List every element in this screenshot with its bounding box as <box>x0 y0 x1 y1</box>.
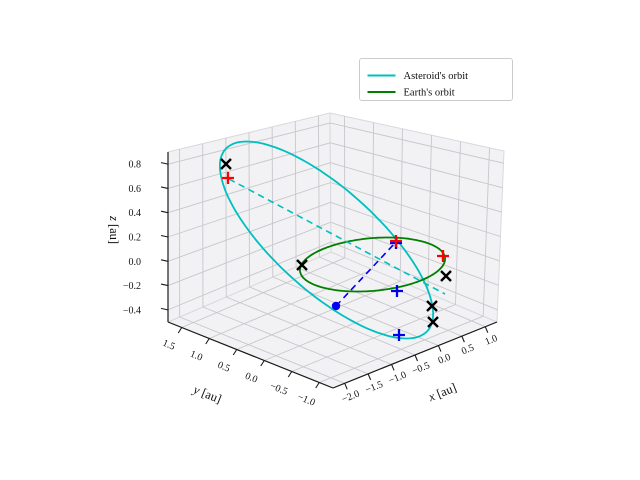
red-plus-marker <box>437 250 449 262</box>
z-axis-label: z [au] <box>107 215 121 244</box>
z-tick-label: 0.6 <box>129 184 142 195</box>
black-x-marker <box>296 259 308 271</box>
red-plus-marker <box>390 235 402 247</box>
legend-item-label: Earth's orbit <box>404 88 455 99</box>
z-tick-label: 0.0 <box>129 257 142 268</box>
connection-dashed-line <box>335 241 397 307</box>
y-tick-label: 1.5 <box>161 338 177 353</box>
y-tick-label: 1.0 <box>188 349 204 364</box>
blue-plus-marker <box>391 285 403 297</box>
black-x-marker <box>426 300 438 312</box>
grid-lines <box>167 115 504 384</box>
black-x-marker <box>427 316 439 328</box>
apsides-dashed-line <box>228 178 446 295</box>
legend: Asteroid's orbit Earth's orbit <box>359 58 513 101</box>
z-tick-label: −0.4 <box>123 305 141 316</box>
black-x-marker <box>440 270 452 282</box>
x-tick-label: 1.0 <box>483 333 499 348</box>
blue-dot-marker <box>331 301 341 311</box>
y-tick-label: 0.5 <box>216 360 232 375</box>
z-tick-label: −0.2 <box>123 281 141 292</box>
z-tick-label: 0.2 <box>129 233 142 244</box>
z-tick-label: 0.8 <box>129 160 142 171</box>
red-plus-marker <box>222 172 234 184</box>
legend-item-label: Asteroid's orbit <box>404 71 469 82</box>
blue-plus-marker <box>393 329 405 341</box>
x-tick-label: 0.5 <box>460 342 476 357</box>
y-axis-spine <box>167 321 334 389</box>
x-tick-label: 0.0 <box>437 352 453 367</box>
black-x-marker <box>220 158 232 170</box>
legend-frame <box>359 58 513 101</box>
z-tick-label: 0.4 <box>129 208 142 219</box>
y-tick-label: 0.0 <box>243 371 259 386</box>
tick-marks <box>160 162 489 390</box>
